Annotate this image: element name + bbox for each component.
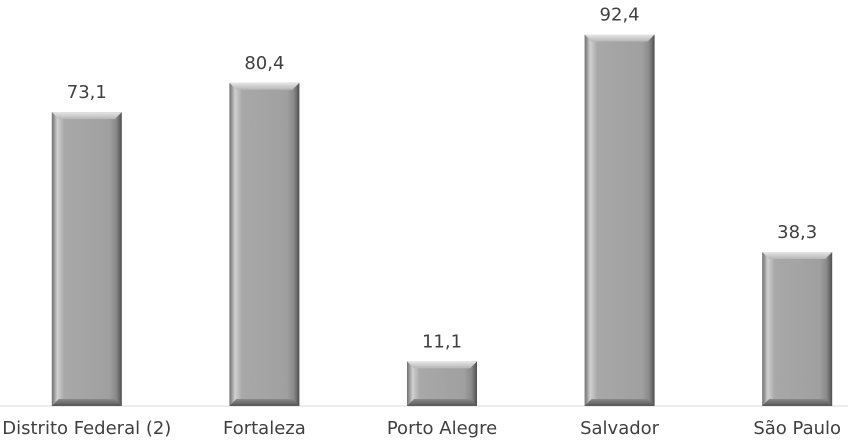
category-labels-group: Distrito Federal (2) Fortaleza Porto Alegr… (2, 418, 841, 439)
value-label-sao-paulo: 38,3 (777, 222, 817, 243)
bar-bottom-bevel (762, 399, 833, 406)
category-label-porto-alegre: Porto Alegre (387, 418, 497, 439)
bar-body (229, 82, 300, 407)
value-labels-group: 73,1 80,4 11,1 92,4 38,3 (67, 5, 817, 353)
bar-distrito-federal-2 (51, 112, 122, 406)
bar-fortaleza (229, 82, 300, 407)
value-label-salvador: 92,4 (600, 5, 640, 26)
category-label-distrito-federal-2: Distrito Federal (2) (2, 418, 171, 439)
bar-body (407, 361, 477, 406)
bar-top-bevel (762, 252, 833, 260)
bar-bottom-bevel (51, 399, 122, 406)
value-label-fortaleza: 80,4 (244, 53, 284, 74)
bar-top-bevel (407, 361, 477, 369)
bar-top-bevel (584, 34, 655, 42)
bar-sao-paulo (762, 252, 833, 406)
value-label-distrito-federal-2: 73,1 (67, 82, 107, 103)
bar-porto-alegre (407, 361, 477, 406)
bar-salvador (584, 34, 655, 406)
bar-bottom-bevel (229, 399, 300, 406)
bar-bottom-bevel (584, 399, 655, 406)
value-label-porto-alegre: 11,1 (422, 331, 462, 352)
bar-body (51, 112, 122, 406)
category-label-sao-paulo: São Paulo (753, 418, 841, 439)
category-label-fortaleza: Fortaleza (223, 418, 306, 439)
bar-bottom-bevel (407, 399, 477, 406)
category-label-salvador: Salvador (580, 418, 660, 439)
bar-top-bevel (51, 112, 122, 120)
bar-body (584, 34, 655, 406)
bar-body (762, 252, 833, 406)
bar-top-bevel (229, 82, 300, 90)
bars-group (51, 34, 833, 407)
